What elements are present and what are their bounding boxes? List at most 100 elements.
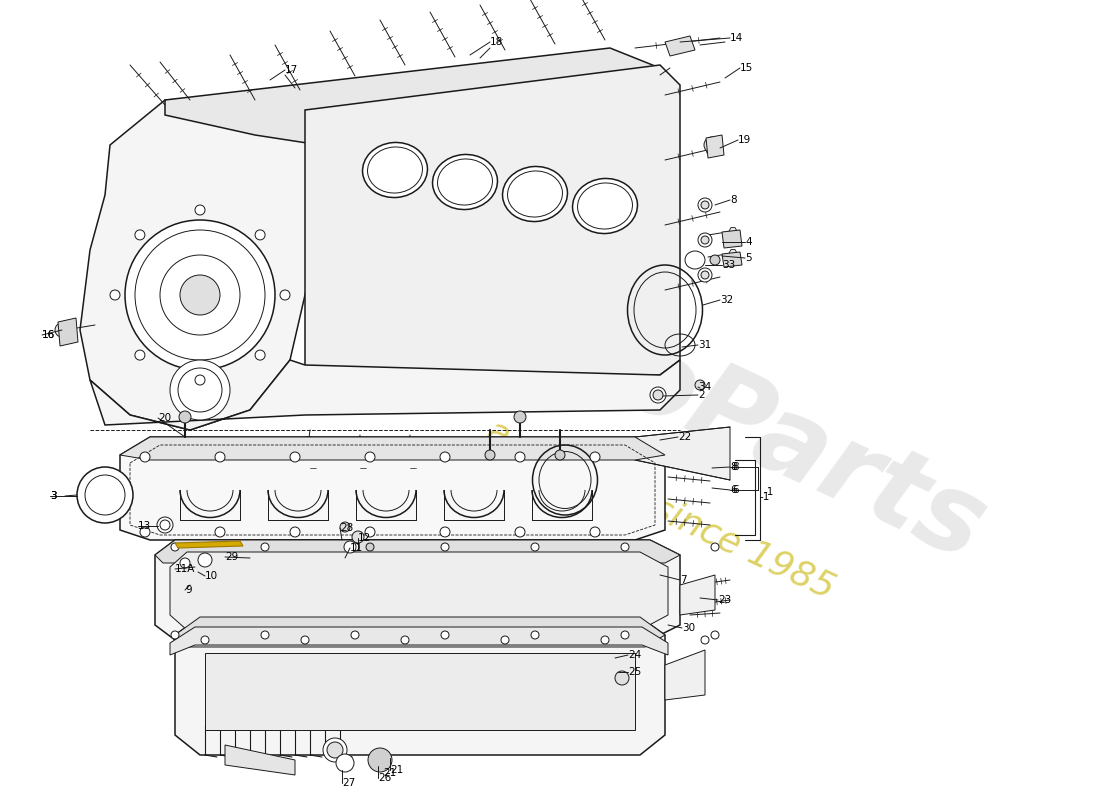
Text: 26: 26 [378, 773, 392, 783]
Circle shape [695, 380, 705, 390]
Polygon shape [58, 318, 78, 346]
Circle shape [351, 631, 359, 639]
Circle shape [255, 350, 265, 360]
Polygon shape [680, 575, 715, 615]
Text: euroParts: euroParts [418, 237, 1002, 583]
Circle shape [531, 543, 539, 551]
Polygon shape [170, 627, 668, 655]
Circle shape [650, 387, 666, 403]
Circle shape [170, 360, 230, 420]
Circle shape [214, 452, 225, 462]
Polygon shape [666, 36, 695, 56]
Text: -1: -1 [763, 487, 773, 497]
Text: 13: 13 [138, 521, 152, 531]
Text: 3: 3 [50, 491, 56, 501]
Circle shape [180, 275, 220, 315]
Circle shape [301, 636, 309, 644]
Circle shape [514, 411, 526, 423]
Circle shape [179, 411, 191, 423]
Circle shape [701, 636, 710, 644]
Text: 18: 18 [490, 37, 504, 47]
Circle shape [440, 452, 450, 462]
Text: 11A: 11A [175, 564, 196, 574]
Polygon shape [722, 230, 742, 248]
Circle shape [255, 230, 265, 240]
Text: 32: 32 [720, 295, 734, 305]
Circle shape [601, 636, 609, 644]
Circle shape [261, 543, 270, 551]
Circle shape [140, 452, 150, 462]
Polygon shape [170, 552, 668, 630]
Text: 19: 19 [738, 135, 751, 145]
Circle shape [201, 636, 209, 644]
Polygon shape [226, 745, 295, 775]
Text: 16: 16 [42, 330, 55, 340]
Circle shape [140, 527, 150, 537]
Circle shape [701, 201, 710, 209]
Circle shape [365, 452, 375, 462]
Polygon shape [155, 540, 680, 640]
Circle shape [653, 390, 663, 400]
Text: 15: 15 [740, 63, 754, 73]
Circle shape [280, 290, 290, 300]
Text: 30: 30 [682, 623, 695, 633]
Circle shape [77, 467, 133, 523]
Ellipse shape [432, 154, 497, 210]
Text: 8: 8 [730, 195, 737, 205]
Circle shape [170, 631, 179, 639]
Circle shape [368, 748, 392, 772]
Polygon shape [729, 227, 737, 234]
Polygon shape [90, 360, 680, 430]
Circle shape [170, 543, 179, 551]
Circle shape [711, 543, 719, 551]
Circle shape [180, 558, 190, 568]
Text: 8: 8 [732, 462, 738, 472]
Circle shape [135, 350, 145, 360]
Polygon shape [80, 95, 320, 430]
Text: 6: 6 [730, 485, 737, 495]
Text: 34: 34 [698, 382, 712, 392]
Circle shape [621, 543, 629, 551]
Circle shape [402, 636, 409, 644]
Circle shape [701, 236, 710, 244]
Circle shape [290, 527, 300, 537]
Text: 8: 8 [730, 462, 737, 472]
Circle shape [500, 636, 509, 644]
Ellipse shape [503, 166, 568, 222]
Text: 9: 9 [185, 585, 191, 595]
Circle shape [336, 754, 354, 772]
Circle shape [195, 205, 205, 215]
Text: 17: 17 [285, 65, 298, 75]
Polygon shape [722, 252, 742, 267]
Circle shape [261, 631, 270, 639]
Text: 2: 2 [698, 390, 705, 400]
Ellipse shape [363, 142, 428, 198]
Circle shape [157, 517, 173, 533]
Text: 23: 23 [718, 595, 732, 605]
Circle shape [198, 553, 212, 567]
Text: -1: -1 [760, 492, 770, 502]
Circle shape [441, 631, 449, 639]
Polygon shape [666, 650, 705, 700]
Circle shape [214, 527, 225, 537]
Polygon shape [175, 541, 243, 548]
Polygon shape [175, 617, 666, 647]
Circle shape [440, 527, 450, 537]
Text: 31: 31 [698, 340, 712, 350]
Text: 29: 29 [226, 552, 239, 562]
Circle shape [340, 522, 350, 532]
Polygon shape [165, 48, 660, 145]
Circle shape [351, 543, 359, 551]
Circle shape [485, 450, 495, 460]
Circle shape [110, 290, 120, 300]
Polygon shape [205, 653, 635, 730]
Text: 27: 27 [342, 778, 355, 788]
Circle shape [531, 631, 539, 639]
Text: 21: 21 [390, 765, 404, 775]
Circle shape [710, 255, 720, 265]
Circle shape [711, 631, 719, 639]
Text: 20: 20 [158, 413, 172, 423]
Circle shape [327, 742, 343, 758]
Polygon shape [706, 135, 724, 158]
Circle shape [590, 527, 600, 537]
